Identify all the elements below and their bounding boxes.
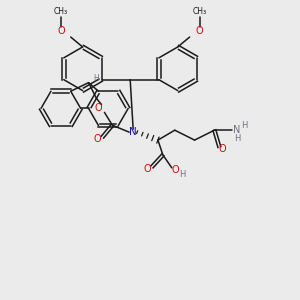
Text: H: H — [241, 121, 247, 130]
Text: CH₃: CH₃ — [54, 7, 68, 16]
Text: O: O — [218, 144, 226, 154]
Text: O: O — [95, 103, 102, 113]
Text: O: O — [94, 134, 101, 144]
Text: N: N — [129, 127, 137, 137]
Text: H: H — [94, 74, 99, 83]
Text: N: N — [233, 125, 241, 135]
Text: O: O — [196, 26, 203, 36]
Text: O: O — [57, 26, 64, 36]
Text: CH₃: CH₃ — [193, 7, 207, 16]
Text: O: O — [143, 164, 151, 174]
Text: H: H — [179, 170, 186, 179]
Text: O: O — [172, 165, 180, 175]
Text: H: H — [234, 134, 240, 142]
